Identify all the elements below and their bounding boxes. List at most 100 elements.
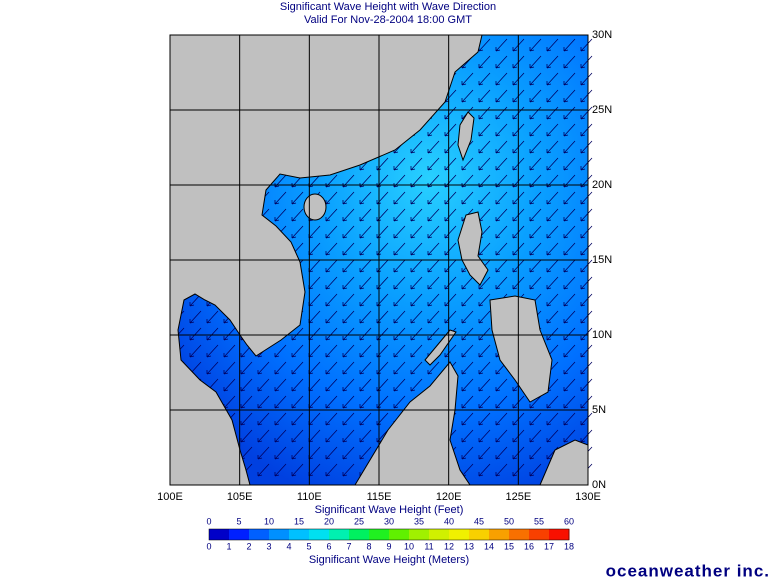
- wave-arrow: [274, 378, 287, 392]
- wave-arrow: [546, 225, 559, 239]
- wave-arrow: [189, 344, 202, 358]
- wave-arrow: [291, 344, 304, 358]
- wave-arrow: [427, 157, 440, 171]
- color-swatch: [529, 529, 550, 540]
- wave-arrow: [563, 310, 576, 324]
- wave-arrow: [206, 361, 219, 375]
- visayas-mindanao: [489, 295, 553, 403]
- wave-arrow: [546, 259, 559, 273]
- wave-arrow: [563, 429, 576, 443]
- wave-arrow: [342, 378, 355, 392]
- wave-arrow: [325, 463, 338, 477]
- wave-arrow: [495, 378, 508, 392]
- meters-tick-label: 4: [286, 541, 291, 551]
- feet-tick-label: 40: [444, 516, 454, 526]
- wave-arrow: [461, 446, 474, 460]
- feet-tick-label: 20: [324, 516, 334, 526]
- wave-arrow: [325, 259, 338, 273]
- wave-arrow: [546, 429, 559, 443]
- wave-arrow: [580, 276, 593, 290]
- wave-arrow: [478, 276, 491, 290]
- wave-arrow: [495, 106, 508, 120]
- wave-arrow: [580, 72, 593, 86]
- wave-arrow: [580, 38, 593, 52]
- meters-label: Significant Wave Height (Meters): [309, 554, 469, 566]
- colorbar-frame: [208, 528, 570, 541]
- luzon: [457, 211, 489, 286]
- wave-arrow: [359, 395, 372, 409]
- wave-arrow: [546, 208, 559, 222]
- wave-arrow: [359, 412, 372, 426]
- wave-arrow: [291, 361, 304, 375]
- wave-arrow: [291, 208, 304, 222]
- color-swatch: [349, 529, 370, 540]
- wave-arrow: [546, 327, 559, 341]
- wave-arrow: [223, 344, 236, 358]
- wave-arrow: [427, 242, 440, 256]
- wave-arrow: [478, 361, 491, 375]
- wave-arrow: [478, 310, 491, 324]
- wave-arrow: [325, 361, 338, 375]
- wave-arrow: [495, 446, 508, 460]
- wave-arrow: [563, 344, 576, 358]
- wave-arrow: [410, 361, 423, 375]
- wave-arrow: [461, 412, 474, 426]
- map-frame: [169, 34, 589, 486]
- wave-arrow: [461, 395, 474, 409]
- wave-arrow: [580, 259, 593, 273]
- map: [169, 34, 593, 486]
- taiwan: [457, 111, 475, 162]
- wave-arrow: [325, 344, 338, 358]
- meters-tick-label: 15: [504, 541, 514, 551]
- wave-arrow: [563, 72, 576, 86]
- wave-arrow: [393, 361, 406, 375]
- wave-arrow: [257, 429, 270, 443]
- wave-arrow: [206, 327, 219, 341]
- feet-tick-label: 35: [414, 516, 424, 526]
- wave-arrow: [427, 276, 440, 290]
- wave-arrow: [410, 293, 423, 307]
- wave-arrow: [274, 344, 287, 358]
- wave-arrow: [495, 89, 508, 103]
- wave-arrow: [342, 327, 355, 341]
- wave-arrow: [546, 55, 559, 69]
- wave-arrow: [325, 276, 338, 290]
- wave-arrow: [563, 327, 576, 341]
- wave-arrow: [274, 208, 287, 222]
- color-swatch: [229, 529, 250, 540]
- wave-arrow: [223, 327, 236, 341]
- meters-tick-label: 6: [326, 541, 331, 551]
- wave-arrow: [563, 140, 576, 154]
- wave-arrow: [291, 225, 304, 239]
- wave-arrow: [495, 242, 508, 256]
- wave-arrow: [546, 140, 559, 154]
- wave-arrow: [257, 378, 270, 392]
- wave-arrow: [495, 123, 508, 137]
- feet-tick-label: 5: [236, 516, 241, 526]
- wave-arrow: [563, 259, 576, 273]
- land: [169, 34, 589, 486]
- wave-arrow: [580, 344, 593, 358]
- wave-arrow: [495, 276, 508, 290]
- wave-arrow: [410, 191, 423, 205]
- wave-arrow: [580, 123, 593, 137]
- wave-arrow: [529, 89, 542, 103]
- y-tick-label: 15N: [592, 254, 612, 266]
- wave-arrow: [240, 412, 253, 426]
- color-swatch: [269, 529, 290, 540]
- wave-arrow: [478, 191, 491, 205]
- meters-tick-label: 11: [424, 541, 433, 551]
- wave-arrow: [461, 191, 474, 205]
- wave-arrow: [393, 310, 406, 324]
- wave-arrow: [393, 259, 406, 273]
- meters-tick-label: 12: [444, 541, 454, 551]
- wave-arrow: [546, 293, 559, 307]
- feet-tick-label: 55: [534, 516, 544, 526]
- feet-tick-label: 0: [206, 516, 211, 526]
- wave-arrow: [410, 378, 423, 392]
- wave-arrow: [478, 89, 491, 103]
- wave-arrow: [529, 446, 542, 460]
- wave-arrow: [206, 310, 219, 324]
- wave-arrow: [410, 140, 423, 154]
- x-tick-label: 110E: [297, 491, 322, 503]
